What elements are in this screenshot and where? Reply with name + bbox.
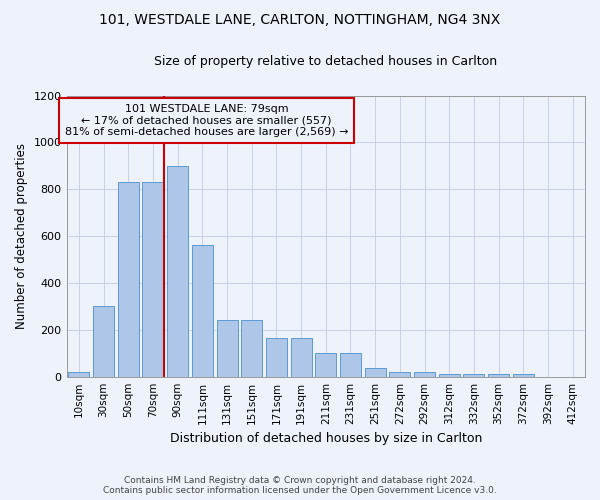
- X-axis label: Distribution of detached houses by size in Carlton: Distribution of detached houses by size …: [170, 432, 482, 445]
- Bar: [266, 338, 287, 376]
- Bar: [315, 354, 336, 376]
- Bar: [488, 374, 509, 376]
- Bar: [192, 246, 213, 376]
- Bar: [463, 374, 484, 376]
- Bar: [118, 182, 139, 376]
- Y-axis label: Number of detached properties: Number of detached properties: [15, 143, 28, 329]
- Text: 101, WESTDALE LANE, CARLTON, NOTTINGHAM, NG4 3NX: 101, WESTDALE LANE, CARLTON, NOTTINGHAM,…: [100, 12, 500, 26]
- Bar: [167, 166, 188, 376]
- Text: Contains HM Land Registry data © Crown copyright and database right 2024.
Contai: Contains HM Land Registry data © Crown c…: [103, 476, 497, 495]
- Bar: [68, 372, 89, 376]
- Bar: [290, 338, 311, 376]
- Bar: [340, 354, 361, 376]
- Bar: [142, 182, 163, 376]
- Bar: [414, 372, 435, 376]
- Bar: [217, 320, 238, 376]
- Bar: [513, 374, 534, 376]
- Bar: [439, 374, 460, 376]
- Text: 101 WESTDALE LANE: 79sqm
← 17% of detached houses are smaller (557)
81% of semi-: 101 WESTDALE LANE: 79sqm ← 17% of detach…: [65, 104, 348, 137]
- Bar: [93, 306, 114, 376]
- Bar: [365, 368, 386, 376]
- Title: Size of property relative to detached houses in Carlton: Size of property relative to detached ho…: [154, 55, 497, 68]
- Bar: [389, 372, 410, 376]
- Bar: [241, 320, 262, 376]
